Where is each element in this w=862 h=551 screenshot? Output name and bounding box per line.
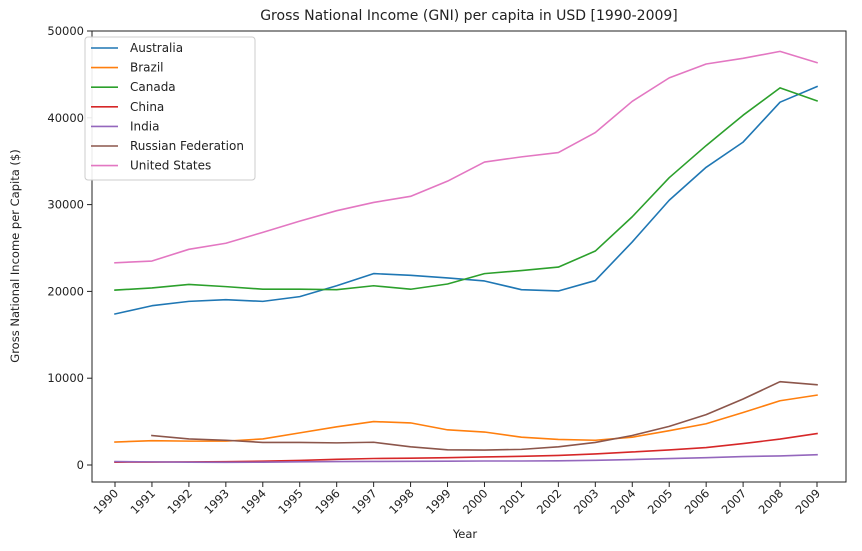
- chart-title: Gross National Income (GNI) per capita i…: [260, 8, 678, 24]
- y-tick-label: 20000: [47, 284, 84, 298]
- x-tick-label: 1998: [386, 486, 417, 517]
- y-tick-label: 30000: [47, 198, 84, 212]
- x-tick-label: 1994: [238, 486, 269, 517]
- y-tick-label: 0: [77, 458, 84, 472]
- x-tick-label: 2006: [682, 486, 713, 517]
- x-tick-label: 2002: [534, 486, 565, 517]
- x-tick-label: 1992: [164, 486, 195, 517]
- x-tick-label: 2007: [719, 486, 750, 517]
- series-line-united-states: [114, 50, 818, 264]
- series-lines: [114, 50, 819, 464]
- x-tick-label: 1999: [423, 486, 454, 517]
- series-line-canada: [114, 87, 819, 291]
- x-tick-label: 1991: [127, 486, 158, 517]
- y-tick-label: 50000: [47, 24, 84, 38]
- x-axis-title: Year: [452, 527, 478, 541]
- x-tick-label: 1995: [275, 486, 306, 517]
- legend-label: Australia: [130, 41, 183, 55]
- y-axis-title: Gross National Income per Capita ($): [8, 149, 22, 362]
- x-tick-label: 2004: [608, 486, 639, 517]
- legend-label: Canada: [130, 80, 176, 94]
- legend: Australia Brazil Canada China India Russian F…: [84, 36, 256, 181]
- legend-box: [84, 36, 256, 181]
- x-tick-label: 2008: [756, 486, 787, 517]
- x-tick-label: 2003: [571, 486, 602, 517]
- x-tick-label: 1993: [201, 486, 232, 517]
- x-tick-label: 1997: [349, 486, 380, 517]
- series-line-russian-federation: [151, 380, 818, 451]
- x-tick-label: 1996: [312, 486, 343, 517]
- legend-label: China: [130, 100, 164, 114]
- x-tick-label: 2005: [645, 486, 676, 517]
- y-tick-label: 10000: [47, 371, 84, 385]
- y-axis: 0 10000 20000 30000 40000 50000: [47, 24, 92, 472]
- legend-label: United States: [130, 159, 211, 173]
- x-tick-label: 2001: [497, 486, 528, 517]
- x-axis: 1990 1991 1992 1993 1994 1995 1996 1997 1998 1999…: [91, 482, 824, 517]
- x-tick-label: 2009: [793, 486, 824, 517]
- y-tick-label: 40000: [47, 111, 84, 125]
- legend-label: Brazil: [130, 61, 164, 75]
- series-line-india: [114, 453, 818, 464]
- x-tick-label: 1990: [91, 486, 122, 517]
- legend-label: Russian Federation: [130, 139, 244, 153]
- x-tick-label: 2000: [460, 486, 491, 517]
- legend-label: India: [130, 119, 159, 133]
